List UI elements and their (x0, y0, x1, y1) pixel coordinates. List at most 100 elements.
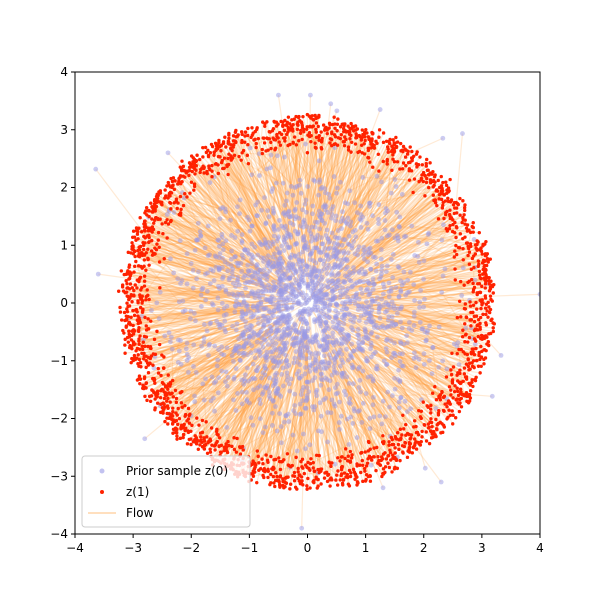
prior-point (282, 239, 287, 245)
flow-line (399, 380, 439, 425)
flow-line (240, 159, 269, 211)
prior-point (292, 206, 298, 212)
z1-point (453, 267, 457, 271)
prior-point (304, 320, 310, 326)
flow-line (282, 364, 311, 482)
flow-line (126, 302, 298, 327)
flow-line (241, 140, 297, 273)
prior-point (385, 389, 391, 395)
flow-line (324, 338, 370, 443)
flow-line (377, 283, 486, 299)
prior-point (217, 251, 223, 257)
z1-point (278, 482, 282, 487)
flow-line (251, 144, 291, 176)
prior-point (317, 272, 323, 278)
prior-point (291, 300, 297, 306)
prior-point (291, 297, 296, 302)
prior-point (272, 321, 278, 327)
flow-line (211, 399, 234, 429)
z1-point (359, 450, 364, 455)
flow-line (123, 290, 240, 296)
prior-point (383, 414, 388, 420)
z1-point (450, 229, 455, 234)
z1-point (424, 439, 429, 443)
flow-line (355, 135, 362, 207)
flow-line (272, 139, 275, 214)
flow-line (311, 128, 330, 282)
z1-point (284, 132, 289, 137)
flow-line (298, 137, 318, 186)
prior-point (278, 424, 284, 429)
flow-line (279, 413, 285, 460)
flow-line (401, 353, 445, 426)
flow-line (346, 247, 460, 292)
flow-line (143, 332, 244, 387)
flow-line (336, 187, 443, 260)
prior-point (417, 299, 423, 305)
prior-point (379, 235, 385, 241)
flow-line (223, 399, 274, 464)
z1-point (485, 275, 489, 280)
prior-point (286, 419, 292, 424)
z1-point (400, 433, 404, 437)
prior-point (210, 302, 216, 308)
prior-point (328, 410, 334, 416)
flow-line (324, 316, 404, 416)
z1-point (454, 243, 458, 248)
prior-point (378, 256, 384, 262)
flow-line (357, 368, 395, 445)
z1-point (461, 258, 465, 262)
prior-point (356, 385, 362, 390)
prior-point (259, 207, 264, 213)
z1-point (462, 372, 467, 376)
prior-point (331, 364, 337, 369)
prior-point (327, 302, 333, 308)
prior-point (339, 351, 345, 357)
prior-point (433, 406, 439, 411)
prior-point (387, 404, 392, 410)
prior-point (311, 177, 316, 183)
z1-point (195, 153, 199, 157)
flow-line (375, 368, 459, 396)
prior-point (296, 301, 302, 306)
prior-point (259, 281, 265, 287)
prior-point (315, 339, 320, 345)
flow-line (336, 383, 405, 430)
prior-point (329, 211, 335, 217)
z1-point (203, 145, 208, 150)
z1-point (233, 130, 238, 134)
prior-point (323, 395, 329, 401)
z1-point (277, 456, 281, 460)
flow-line (371, 459, 384, 489)
z1-point (146, 355, 151, 360)
prior-point (248, 268, 254, 274)
flow-line (194, 328, 285, 442)
prior-point (207, 180, 213, 186)
prior-point (329, 397, 335, 403)
flow-line (363, 217, 445, 251)
prior-point (342, 388, 347, 394)
prior-point (210, 268, 216, 274)
flow-line (170, 202, 220, 258)
flow-line (254, 400, 307, 470)
prior-point (260, 430, 266, 436)
prior-point (393, 353, 398, 358)
flow-line (277, 390, 286, 487)
z1-point (133, 254, 137, 259)
z1-point (253, 137, 257, 142)
prior-point (394, 310, 400, 316)
prior-point (223, 238, 229, 244)
prior-point (281, 297, 287, 303)
flow-line (232, 140, 259, 203)
prior-point (280, 365, 286, 371)
flow-line (392, 313, 484, 318)
flow-line (218, 400, 248, 447)
prior-point (338, 347, 343, 353)
flow-line (136, 230, 223, 279)
z1-point (171, 431, 175, 435)
flow-line (264, 387, 269, 472)
flow-line (305, 117, 317, 213)
prior-point (338, 413, 344, 419)
prior-point (343, 299, 349, 305)
prior-point (255, 315, 261, 321)
